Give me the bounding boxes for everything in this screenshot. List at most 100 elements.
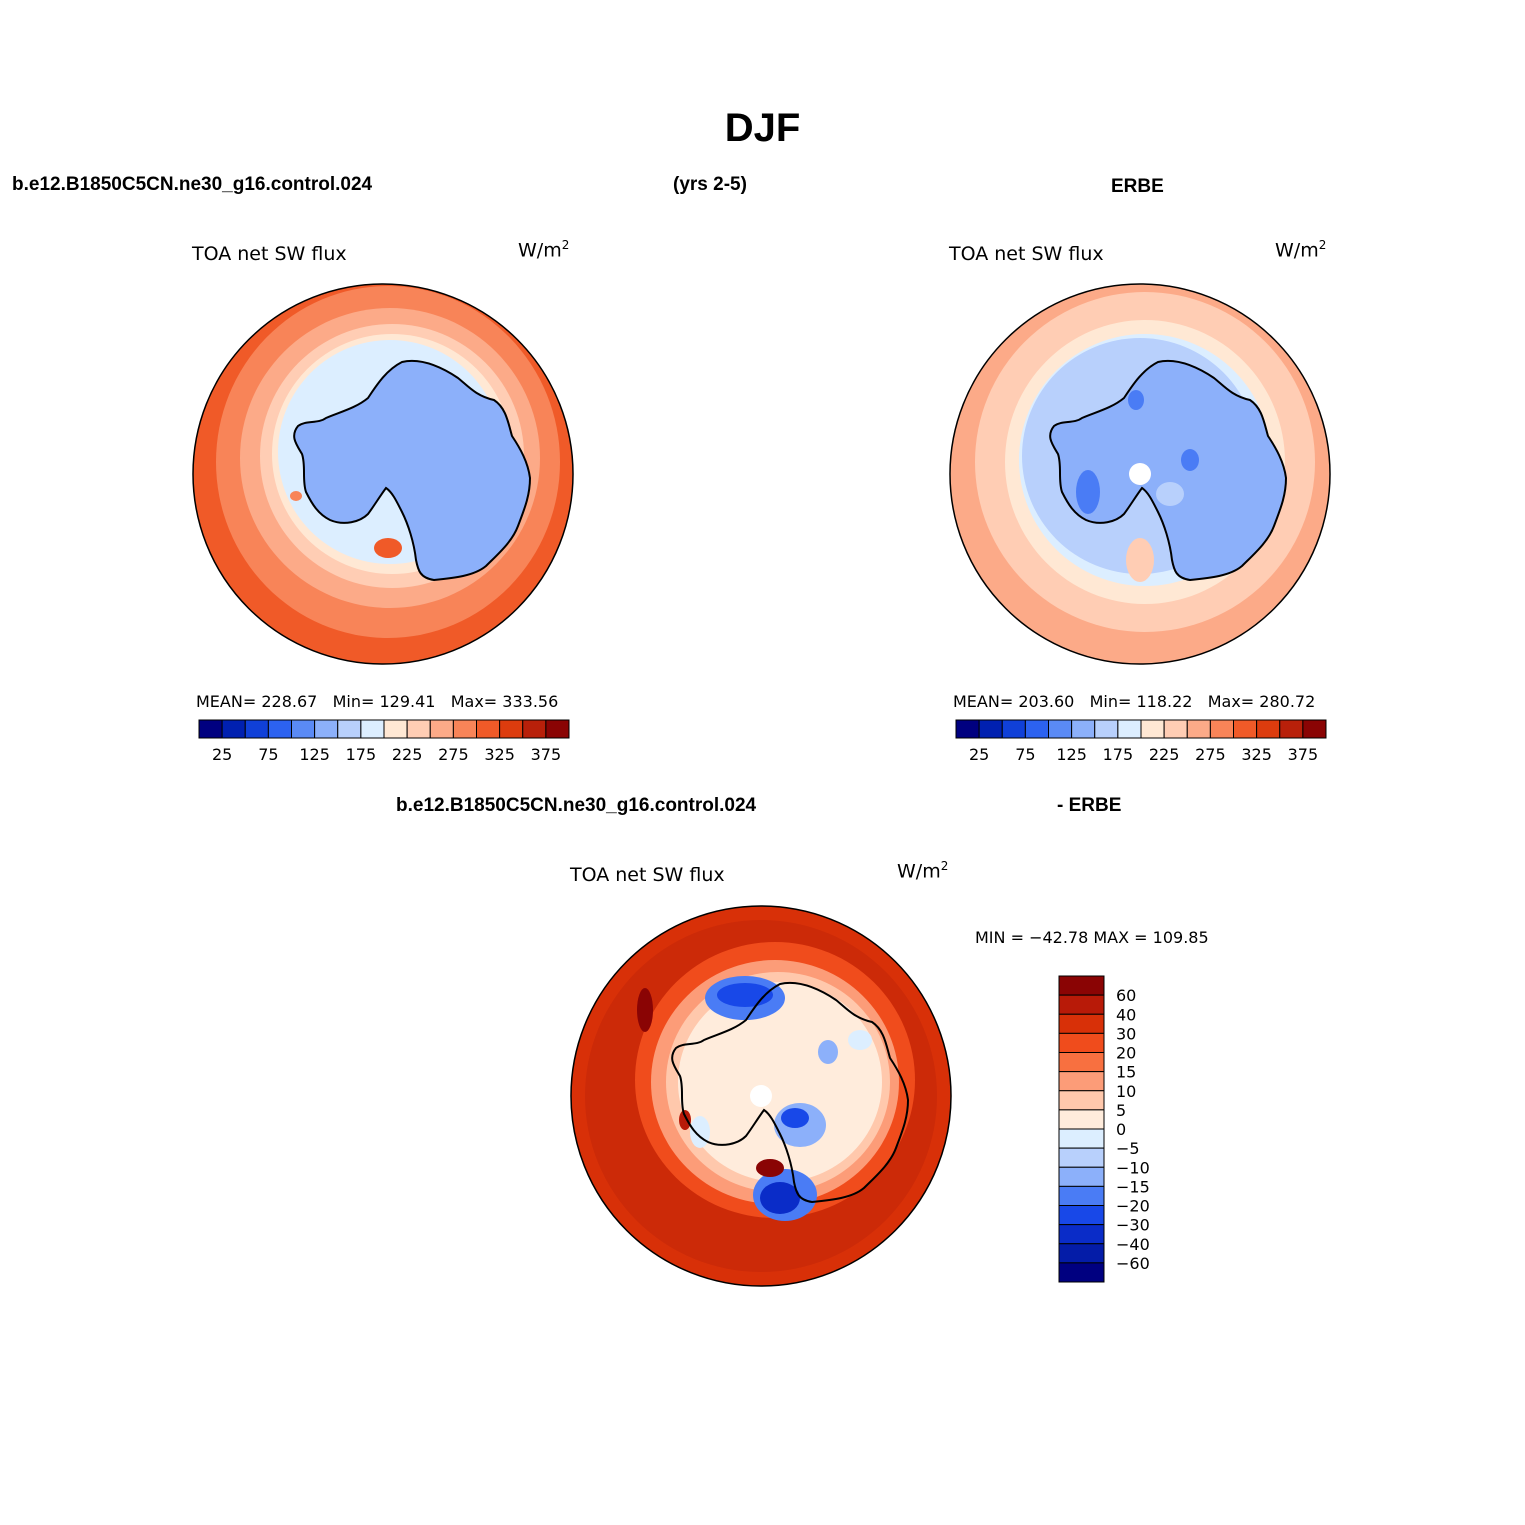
panel3-colorbar-tick-label: 10 — [1116, 1082, 1136, 1101]
panel2-colorbar: 25 75 125 175 225 275 325 375 — [955, 719, 1327, 764]
panel2-colorbar-tick-label: 325 — [1241, 745, 1272, 764]
panel3-map — [571, 906, 951, 1286]
panel3-colorbar-swatch — [1058, 1166, 1105, 1187]
panel1-stats: MEAN= 228.67 Min= 129.41 Max= 333.56 — [196, 692, 559, 711]
panel3-colorbar-swatch — [1058, 1185, 1105, 1206]
panel1-colorbar-swatch — [198, 719, 223, 739]
panel2-colorbar-swatch — [1233, 719, 1258, 739]
panel2-colorbar-swatch — [1186, 719, 1211, 739]
panel2-colorbar-tick-label: 375 — [1288, 745, 1319, 764]
panel1-colorbar-tick-label: 275 — [438, 745, 469, 764]
panel2-colorbar-tick-label: 25 — [969, 745, 989, 764]
obs-case-name: ERBE — [1111, 176, 1164, 197]
panel2-colorbar-swatch — [1163, 719, 1188, 739]
years-label: (yrs 2-5) — [673, 174, 747, 195]
panel3-colorbar-swatch — [1058, 1013, 1105, 1034]
panel1-colorbar-swatch — [291, 719, 316, 739]
panel2-colorbar-swatch — [1024, 719, 1049, 739]
panel1-colorbar-swatch — [476, 719, 501, 739]
diff-case-name: b.e12.B1850C5CN.ne30_g16.control.024 — [396, 795, 757, 816]
panel1-colorbar-swatch — [221, 719, 246, 739]
panel1-colorbar-swatch — [267, 719, 292, 739]
panel3-colorbar-tick-label: −10 — [1116, 1158, 1150, 1177]
panel3-colorbar-swatch — [1058, 994, 1105, 1015]
panel1-colorbar-swatch — [452, 719, 477, 739]
panel2-colorbar-swatch — [1279, 719, 1304, 739]
panel3-colorbar-tick-label: −60 — [1116, 1254, 1150, 1273]
panel2-map — [950, 284, 1330, 664]
figure-title: DJF — [724, 106, 801, 150]
panel1-colorbar-swatch — [429, 719, 454, 739]
diff-obs-name: - ERBE — [1057, 795, 1122, 816]
panel3-colorbar-swatch — [1058, 1090, 1105, 1111]
panel3-colorbar-swatch — [1058, 1109, 1105, 1130]
panel2-colorbar-tick-label: 75 — [1015, 745, 1035, 764]
panel1-colorbar-tick-label: 375 — [531, 745, 562, 764]
panel1-colorbar-swatch — [314, 719, 339, 739]
panel1-colorbar-swatch — [499, 719, 524, 739]
panel2-colorbar-swatch — [1094, 719, 1119, 739]
panel2-colorbar-swatch — [1117, 719, 1142, 739]
panel2-stats: MEAN= 203.60 Min= 118.22 Max= 280.72 — [953, 692, 1316, 711]
panel2-colorbar-swatch — [955, 719, 980, 739]
panel3-colorbar-tick-label: 60 — [1116, 986, 1136, 1005]
panel3-colorbar-tick-label: 15 — [1116, 1063, 1136, 1082]
panel1-colorbar-tick-label: 175 — [346, 745, 377, 764]
panel3-colorbar-tick-label: 30 — [1116, 1024, 1136, 1043]
panel2-colorbar-swatch — [1140, 719, 1165, 739]
panel3-colorbar-tick-label: −30 — [1116, 1216, 1150, 1235]
panel3-colorbar-tick-label: −15 — [1116, 1177, 1150, 1196]
panel2-colorbar-swatch — [1256, 719, 1281, 739]
panel3-stats: MIN = −42.78 MAX = 109.85 — [975, 928, 1209, 947]
panel2-map-border — [949, 283, 1331, 665]
panel3-colorbar-swatch — [1058, 1052, 1105, 1073]
panel1-colorbar-tick-label: 225 — [392, 745, 423, 764]
panel2-colorbar-swatch — [978, 719, 1003, 739]
panel2-colorbar-swatch — [1302, 719, 1327, 739]
panel2-colorbar-swatch — [1071, 719, 1096, 739]
panel2-colorbar-swatch — [1048, 719, 1073, 739]
panel3-colorbar-tick-label: −5 — [1116, 1139, 1140, 1158]
panel2-colorbar-tick-label: 225 — [1149, 745, 1180, 764]
panel3-colorbar-swatch — [1058, 1032, 1105, 1053]
panel2-colorbar-tick-label: 125 — [1056, 745, 1087, 764]
panel3-colorbar-tick-label: −20 — [1116, 1197, 1150, 1216]
panel3-colorbar-tick-label: 0 — [1116, 1120, 1126, 1139]
panel1-colorbar-tick-label: 325 — [484, 745, 515, 764]
panel3-units: W/m2 — [897, 859, 949, 883]
panel1-map — [193, 284, 573, 664]
panel3-colorbar-swatch — [1058, 1205, 1105, 1226]
panel2-colorbar-tick-label: 175 — [1103, 745, 1134, 764]
panel2-title: TOA net SW flux — [949, 243, 1104, 265]
panel2-colorbar-tick-label: 275 — [1195, 745, 1226, 764]
panel1-units: W/m2 — [518, 238, 570, 262]
panel2-colorbar-swatch — [1001, 719, 1026, 739]
panel1-colorbar-swatch — [244, 719, 269, 739]
panel3-colorbar-swatch — [1058, 1147, 1105, 1168]
panel1-colorbar-tick-label: 75 — [258, 745, 278, 764]
panel1-colorbar-tick-label: 25 — [212, 745, 232, 764]
panel1-colorbar-swatch — [383, 719, 408, 739]
panel3-colorbar-tick-label: 20 — [1116, 1044, 1136, 1063]
panel3-colorbar-swatch — [1058, 1262, 1105, 1283]
panel3-colorbar-swatch — [1058, 1243, 1105, 1264]
panel1-colorbar-swatch — [360, 719, 385, 739]
panel3-title: TOA net SW flux — [570, 864, 725, 886]
panel3-colorbar-swatch — [1058, 975, 1105, 996]
panel3-colorbar-swatch — [1058, 1128, 1105, 1149]
panel1-colorbar-swatch — [406, 719, 431, 739]
panel3-map-border — [570, 905, 952, 1287]
panel3-colorbar-swatch — [1058, 1071, 1105, 1092]
panel2-units: W/m2 — [1275, 238, 1327, 262]
panel1-colorbar-swatch — [545, 719, 570, 739]
panel1-colorbar: 25 75 125 175 225 275 325 375 — [198, 719, 570, 764]
panel1-colorbar-swatch — [337, 719, 362, 739]
model-case-name: b.e12.B1850C5CN.ne30_g16.control.024 — [12, 174, 373, 195]
panel1-colorbar-tick-label: 125 — [299, 745, 330, 764]
panel3-colorbar-tick-label: −40 — [1116, 1235, 1150, 1254]
panel3-colorbar-swatch — [1058, 1224, 1105, 1245]
panel2-colorbar-swatch — [1209, 719, 1234, 739]
panel3-colorbar-tick-label: 40 — [1116, 1005, 1136, 1024]
